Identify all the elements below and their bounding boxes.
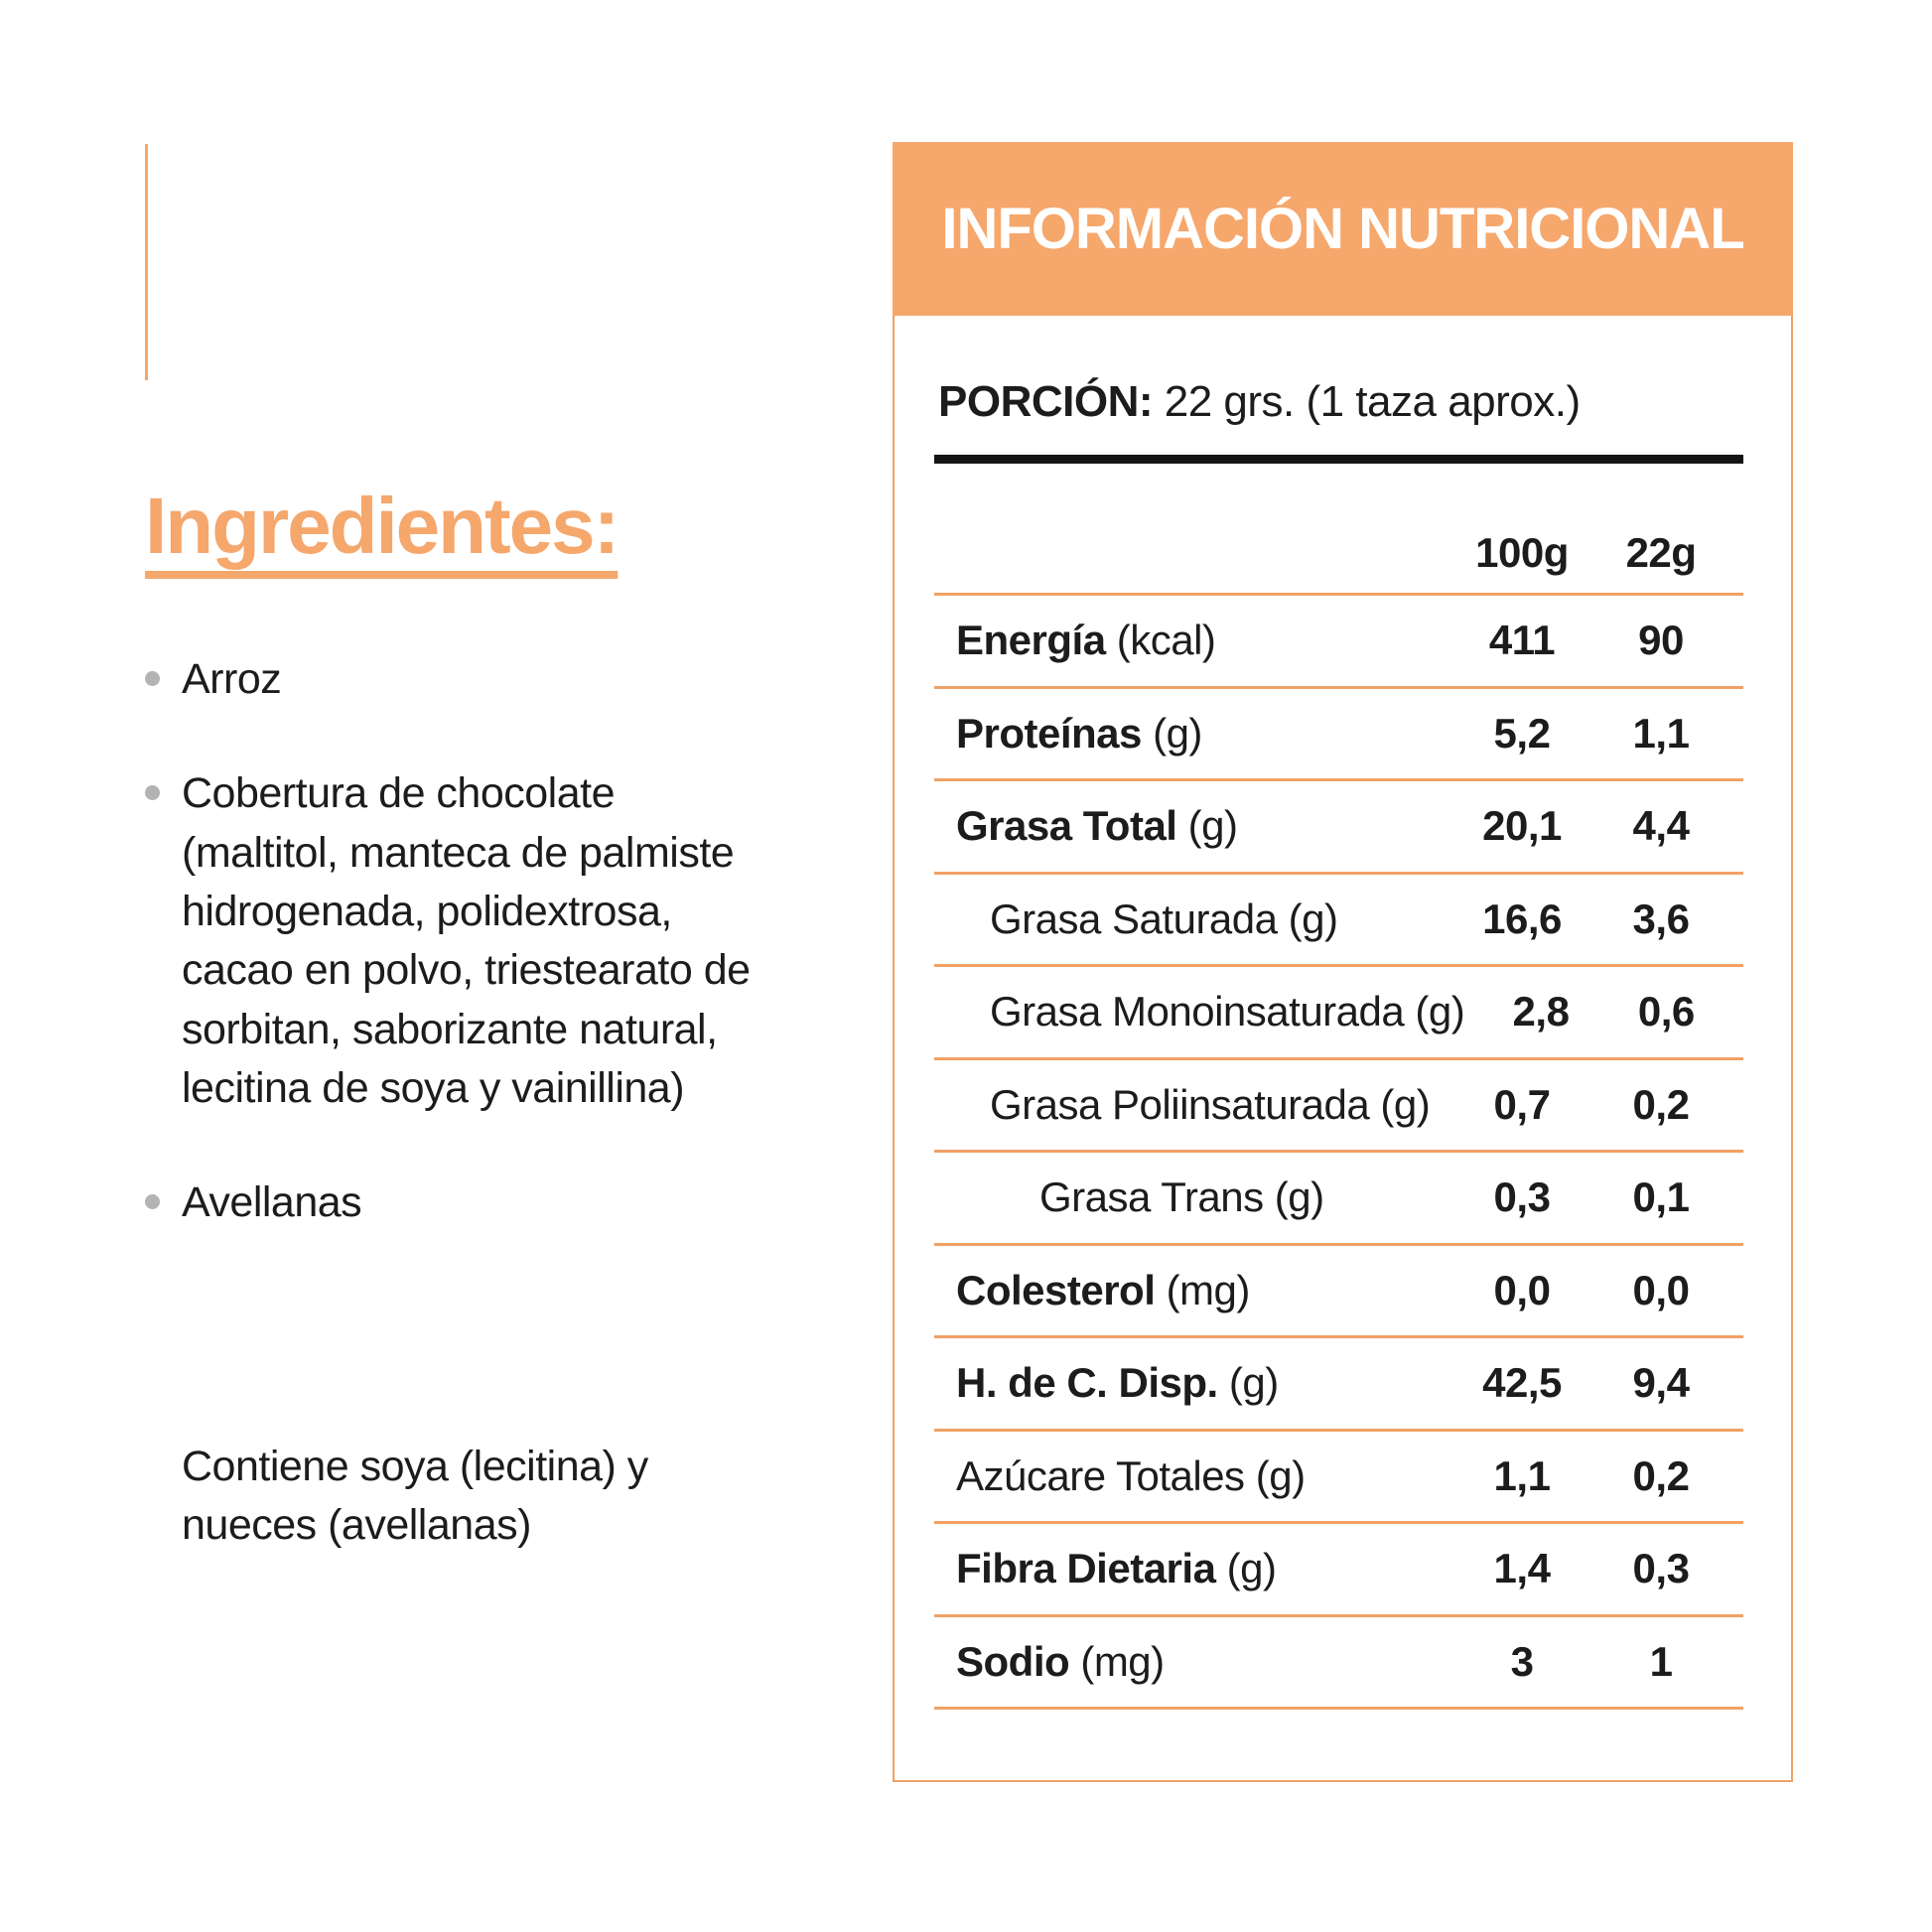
nutrient-name: Energía: [956, 617, 1117, 664]
value-22g: 0,2: [1632, 1080, 1690, 1128]
value-100g: 1,4: [1493, 1545, 1551, 1592]
nutrition-table: 100g 22g Energía (kcal) 411 90 Proteínas (g…: [934, 464, 1743, 1710]
row-label: Proteínas (g): [956, 710, 1438, 758]
table-row: Grasa Total (g) 20,1 4,4: [934, 781, 1743, 875]
table-row: Sodio (mg) 3 1: [934, 1617, 1743, 1710]
table-row: Grasa Saturada (g) 16,6 3,6: [934, 875, 1743, 967]
row-label: H. de C. Disp. (g): [956, 1359, 1438, 1407]
value-22g: 3,6: [1632, 895, 1690, 942]
nutrition-rows: Energía (kcal) 411 90 Proteínas (g) 5,2 1,1 Gr…: [934, 596, 1743, 1710]
value-22g: 9,4: [1632, 1359, 1690, 1407]
ingredient-list-item: Cobertura de chocolate (maltitol, mantec…: [145, 764, 780, 1118]
value-100g: 3: [1510, 1637, 1534, 1685]
table-row: Energía (kcal) 411 90: [934, 596, 1743, 689]
nutrient-unit: (g): [1274, 1173, 1324, 1221]
value-100g: 16,6: [1482, 895, 1562, 942]
nutrient-unit: (mg): [1166, 1266, 1251, 1313]
ingredients-list: Arroz Cobertura de chocolate (maltitol, m…: [145, 650, 780, 1289]
value-22g: 0,6: [1637, 988, 1695, 1035]
nutrient-unit: (kcal): [1116, 617, 1216, 664]
nutrient-name: Grasa Saturada: [990, 895, 1289, 942]
nutrition-card: INFORMACIÓN NUTRICIONAL PORCIÓN: 22 grs.…: [893, 142, 1793, 1782]
portion-value: 22 grs. (1 taza aprox.): [1164, 377, 1581, 426]
row-label: Colesterol (mg): [956, 1267, 1438, 1314]
nutrient-unit: (g): [1187, 802, 1238, 850]
nutrient-name: Fibra Dietaria: [956, 1545, 1227, 1592]
row-label: Grasa Monoinsaturada (g): [956, 988, 1465, 1035]
value-100g: 2,8: [1512, 988, 1570, 1035]
value-22g: 90: [1638, 617, 1684, 664]
nutrient-name: Azúcare Totales: [956, 1451, 1256, 1499]
nutrient-name: Grasa Poliinsaturada: [990, 1080, 1381, 1128]
value-22g: 0,0: [1632, 1266, 1690, 1313]
value-22g: 0,2: [1632, 1451, 1690, 1499]
nutrient-unit: (g): [1288, 895, 1338, 942]
table-row: Proteínas (g) 5,2 1,1: [934, 689, 1743, 781]
nutrient-unit: (g): [1228, 1359, 1279, 1407]
nutrient-name: Grasa Monoinsaturada: [990, 988, 1416, 1035]
portion-row: PORCIÓN: 22 grs. (1 taza aprox.): [938, 377, 1733, 427]
nutrient-unit: (mg): [1080, 1637, 1165, 1685]
table-row: Colesterol (mg) 0,0 0,0: [934, 1246, 1743, 1338]
ingredient-list-item: Arroz: [145, 650, 780, 709]
row-label: Grasa Poliinsaturada (g): [956, 1081, 1438, 1129]
nutrient-name: Proteínas: [956, 709, 1154, 757]
value-22g: 1: [1649, 1637, 1673, 1685]
accent-vertical-line: [145, 144, 148, 380]
table-row: Fibra Dietaria (g) 1,4 0,3: [934, 1524, 1743, 1617]
nutrition-card-header: INFORMACIÓN NUTRICIONAL: [893, 142, 1793, 316]
row-label: Fibra Dietaria (g): [956, 1545, 1438, 1592]
row-label: Sodio (mg): [956, 1638, 1438, 1686]
allergen-note: Contiene soya (lecitina) y nueces (avell…: [182, 1443, 648, 1550]
portion-divider-rule: [934, 455, 1743, 464]
nutrient-name: Sodio: [956, 1637, 1081, 1685]
value-100g: 411: [1488, 617, 1556, 664]
value-22g: 1,1: [1632, 709, 1690, 757]
value-100g: 42,5: [1482, 1359, 1562, 1407]
col-header-22g: 22g: [1625, 529, 1697, 576]
value-100g: 0,3: [1493, 1173, 1551, 1221]
value-100g: 0,7: [1493, 1080, 1551, 1128]
row-label: Grasa Trans (g): [956, 1173, 1438, 1221]
nutrient-unit: (g): [1255, 1451, 1306, 1499]
table-row: Grasa Trans (g) 0,3 0,1: [934, 1153, 1743, 1246]
nutrient-name: H. de C. Disp.: [956, 1359, 1229, 1407]
value-100g: 0,0: [1493, 1266, 1551, 1313]
nutrient-name: Grasa Total: [956, 802, 1188, 850]
value-100g: 1,1: [1493, 1451, 1551, 1499]
nutrient-unit: (g): [1153, 709, 1202, 757]
row-label: Grasa Saturada (g): [956, 896, 1438, 943]
nutrition-card-title: INFORMACIÓN NUTRICIONAL: [941, 197, 1744, 261]
row-label: Azúcare Totales (g): [956, 1452, 1438, 1500]
table-row: Grasa Monoinsaturada (g) 2,8 0,6: [934, 967, 1743, 1060]
row-label: Energía (kcal): [956, 617, 1438, 664]
table-row: Grasa Poliinsaturada (g) 0,7 0,2: [934, 1060, 1743, 1153]
nutrient-name: Colesterol: [956, 1266, 1167, 1313]
nutrient-unit: (g): [1380, 1080, 1431, 1128]
value-100g: 5,2: [1493, 709, 1551, 757]
column-headers-row: 100g 22g: [934, 464, 1743, 596]
row-label: Grasa Total (g): [956, 802, 1438, 850]
table-row: Azúcare Totales (g) 1,1 0,2: [934, 1432, 1743, 1524]
portion-label: PORCIÓN:: [938, 377, 1154, 426]
value-100g: 20,1: [1482, 802, 1562, 850]
value-22g: 4,4: [1632, 802, 1690, 850]
nutrient-unit: (g): [1415, 988, 1465, 1035]
col-header-100g: 100g: [1475, 529, 1569, 576]
value-22g: 0,1: [1632, 1173, 1690, 1221]
ingredients-heading: Ingredientes:: [145, 482, 620, 570]
nutrient-unit: (g): [1226, 1545, 1277, 1592]
nutrient-name: Grasa Trans: [1039, 1173, 1275, 1221]
table-row: H. de C. Disp. (g) 42,5 9,4: [934, 1338, 1743, 1432]
value-22g: 0,3: [1632, 1545, 1690, 1592]
ingredient-list-item: Avellanas: [145, 1173, 780, 1232]
